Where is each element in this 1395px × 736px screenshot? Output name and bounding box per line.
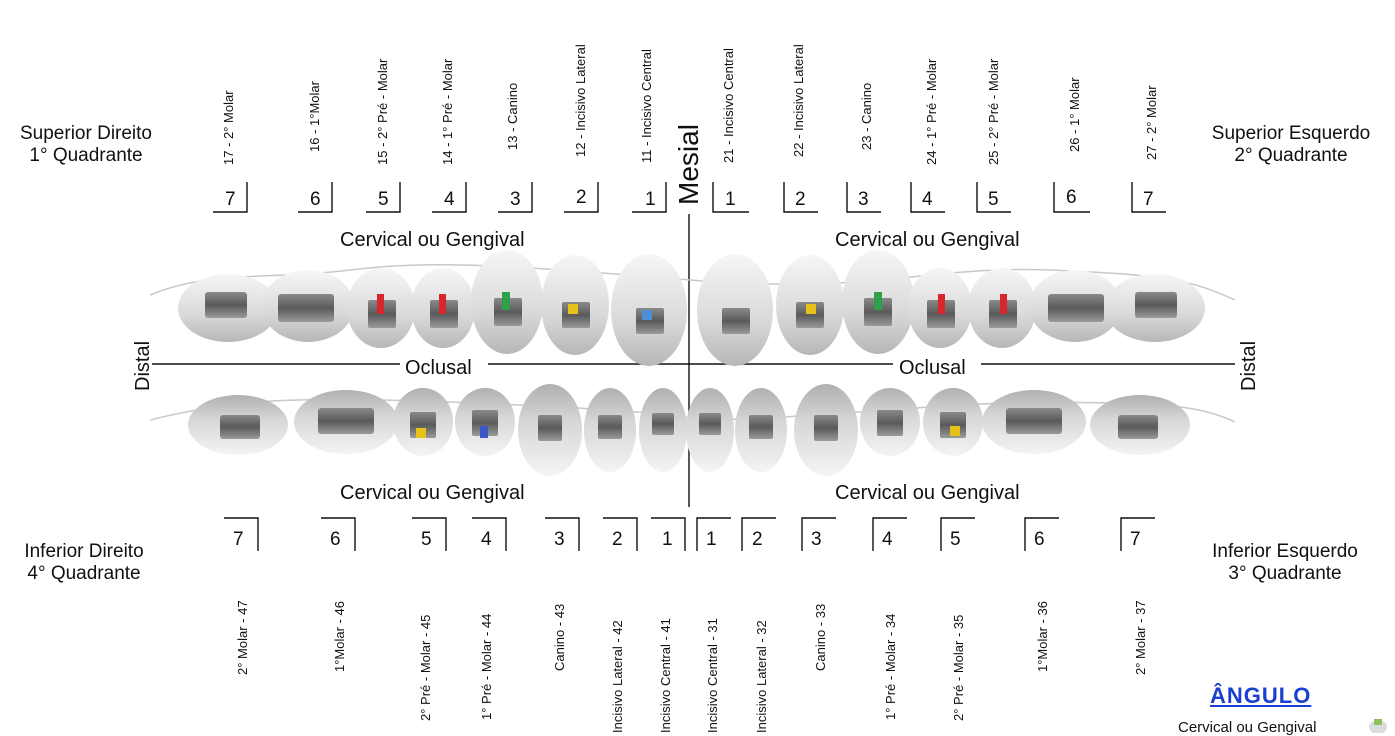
bracket-upper-27	[1131, 182, 1166, 213]
bracket-upper-24	[910, 182, 945, 213]
teeth-with-brackets-image	[150, 250, 1235, 476]
bracket-upper-22	[783, 182, 818, 213]
upper-number-13: 3	[510, 189, 521, 210]
bracket-upper-15	[366, 182, 401, 213]
upper-teeth-row	[178, 250, 1205, 366]
lower-number-41: 1	[662, 529, 673, 550]
lower-tooth-label-32: Incisivo Lateral - 32	[754, 620, 769, 733]
lower-number-47: 7	[233, 529, 244, 550]
lower-number-42: 2	[612, 529, 623, 550]
bracket-lower-42	[603, 517, 638, 551]
cervical-upper-right-label: Cervical ou Gengival	[340, 229, 525, 251]
bracket-upper-12	[564, 182, 599, 213]
lower-tooth-label-33: Canino - 33	[813, 603, 828, 671]
lower-number-45: 5	[421, 529, 432, 550]
lower-teeth-row	[188, 384, 1190, 476]
bracket-lower-46	[321, 517, 356, 551]
quadrant-lower-left-label: Inferior Esquerdo 3° Quadrante	[1190, 541, 1380, 585]
lower-number-37: 7	[1130, 529, 1141, 550]
lower-tooth-label-47: 2° Molar - 47	[235, 600, 250, 675]
quadrant-lower-right-line1: Inferior Direito	[24, 541, 144, 562]
quadrant-upper-left-line1: Superior Esquerdo	[1211, 123, 1371, 144]
bracket-upper-13	[498, 182, 533, 213]
upper-number-21: 1	[725, 189, 736, 210]
bracket-upper-14	[432, 182, 467, 213]
distal-left-label: Distal	[132, 340, 154, 391]
lower-tooth-label-31: Incisivo Central - 31	[705, 618, 720, 733]
quadrant-upper-right-line1: Superior Direito	[20, 123, 152, 144]
bracket-upper-17	[213, 182, 248, 213]
lower-tooth-label-35: 2° Pré - Molar - 35	[951, 614, 966, 721]
upper-number-16: 6	[310, 189, 321, 210]
lower-tooth-label-44: 1° Pré - Molar - 44	[479, 613, 494, 720]
bracket-upper-16	[298, 182, 333, 213]
quadrant-lower-left-line1: Inferior Esquerdo	[1212, 541, 1358, 562]
cervical-lower-left-label: Cervical ou Gengival	[835, 482, 1020, 504]
oclusal-right-label: Oclusal	[899, 357, 966, 379]
bracket-lower-34	[872, 517, 907, 551]
tooth-thumbnail-icon	[1369, 719, 1387, 733]
lower-number-31: 1	[706, 529, 717, 550]
oclusal-left-label: Oclusal	[405, 357, 472, 379]
bracket-upper-21	[712, 182, 749, 213]
quadrant-lower-left-line2: 3° Quadrante	[1228, 563, 1342, 584]
lower-number-35: 5	[950, 529, 961, 550]
upper-number-25: 5	[988, 189, 999, 210]
upper-number-26: 6	[1066, 187, 1077, 208]
angulo-link[interactable]: ÂNGULO	[1210, 683, 1312, 708]
upper-number-27: 7	[1143, 189, 1154, 210]
bracket-lower-32	[741, 517, 776, 551]
bracket-lower-45	[412, 517, 447, 551]
bracket-lower-47	[224, 517, 259, 551]
upper-number-17: 7	[225, 189, 236, 210]
lower-number-34: 4	[882, 529, 893, 550]
lower-number-36: 6	[1034, 529, 1045, 550]
bracket-lower-41	[651, 517, 686, 551]
lower-number-44: 4	[481, 529, 492, 550]
bracket-lower-44	[472, 517, 507, 551]
upper-number-15: 5	[378, 189, 389, 210]
bracket-lower-43	[545, 517, 580, 551]
quadrant-lower-right-line2: 4° Quadrante	[27, 563, 141, 584]
upper-number-23: 3	[858, 189, 869, 210]
cervical-upper-left-label: Cervical ou Gengival	[835, 229, 1020, 251]
mesial-label: Mesial	[673, 124, 704, 205]
lower-tooth-label-45: 2° Pré - Molar - 45	[418, 614, 433, 721]
cervical-lower-right-label: Cervical ou Gengival	[340, 482, 525, 504]
quadrant-upper-right-line2: 1° Quadrante	[29, 145, 143, 166]
lower-tooth-label-42: Incisivo Lateral - 42	[610, 620, 625, 733]
bracket-lower-33	[801, 517, 836, 551]
bracket-lower-31	[696, 517, 731, 551]
bracket-upper-25	[976, 182, 1011, 213]
bracket-upper-11	[632, 182, 667, 213]
lower-tooth-label-41: Incisivo Central - 41	[658, 618, 673, 733]
quadrant-upper-left-label: Superior Esquerdo 2° Quadrante	[1196, 123, 1386, 167]
upper-number-24: 4	[922, 189, 933, 210]
bracket-upper-26	[1053, 182, 1090, 213]
quadrant-upper-right-label: Superior Direito 1° Quadrante	[6, 123, 166, 167]
quadrant-lower-right-label: Inferior Direito 4° Quadrante	[4, 541, 164, 585]
upper-number-14: 4	[444, 189, 455, 210]
quadrant-upper-left-line2: 2° Quadrante	[1234, 145, 1348, 166]
footer-cervical-text: Cervical ou Gengival	[1178, 719, 1317, 736]
lower-number-46: 6	[330, 529, 341, 550]
lower-tooth-label-46: 1°Molar - 46	[332, 601, 347, 672]
bracket-lower-36	[1024, 517, 1059, 551]
upper-number-12: 2	[576, 187, 587, 208]
upper-number-22: 2	[795, 189, 806, 210]
lower-tooth-label-37: 2° Molar - 37	[1133, 600, 1148, 675]
lower-number-32: 2	[752, 529, 763, 550]
lower-tooth-label-34: 1° Pré - Molar - 34	[883, 613, 898, 720]
bracket-upper-23	[846, 182, 881, 213]
bracket-lower-35	[940, 517, 975, 551]
upper-number-11: 1	[645, 189, 656, 210]
distal-right-label: Distal	[1238, 340, 1260, 391]
lower-number-43: 3	[554, 529, 565, 550]
lower-tooth-label-36: 1°Molar - 36	[1035, 601, 1050, 672]
bracket-lower-37	[1120, 517, 1155, 551]
lower-tooth-label-43: Canino - 43	[552, 603, 567, 671]
lower-number-33: 3	[811, 529, 822, 550]
